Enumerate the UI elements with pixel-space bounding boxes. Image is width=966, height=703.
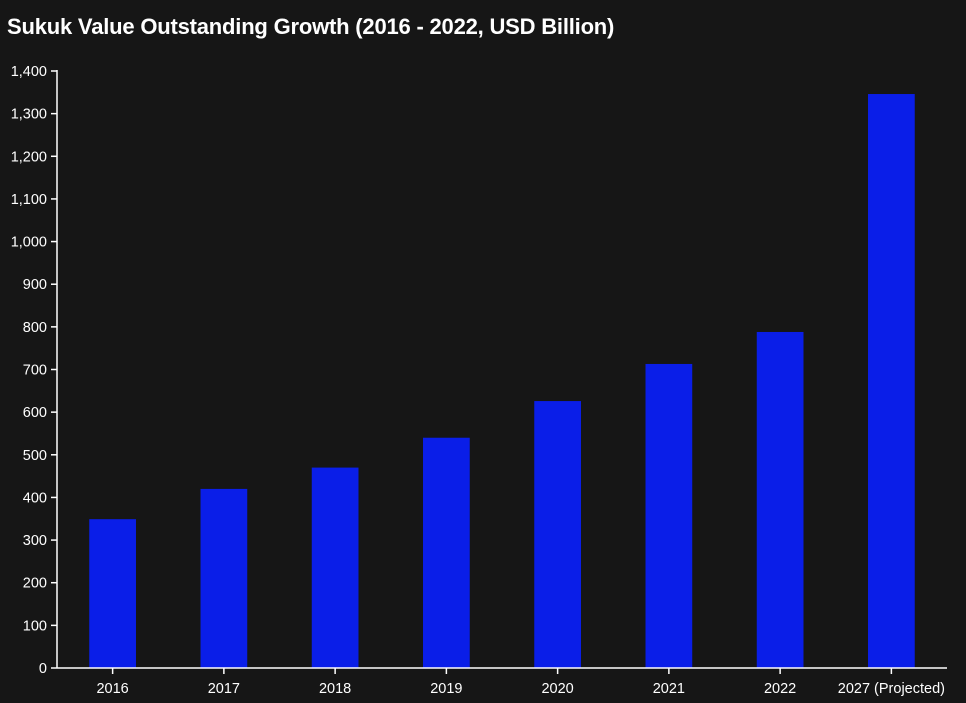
y-tick-label: 500 xyxy=(23,448,47,464)
y-tick-label: 100 xyxy=(23,618,47,634)
bar-2022 xyxy=(756,331,804,668)
x-tick-label: 2016 xyxy=(96,681,128,697)
y-tick-label: 200 xyxy=(23,576,47,592)
bar-2020 xyxy=(534,401,581,668)
y-tick-label: 1,400 xyxy=(11,64,47,80)
y-tick-label: 700 xyxy=(23,363,47,379)
x-tick-label: 2017 xyxy=(208,681,240,697)
y-axis: 0 100 200 300 400 500 600 700 800 900 1,000 1,100 1,… xyxy=(11,64,58,677)
y-tick-label: 0 xyxy=(39,661,47,677)
bars-group xyxy=(89,94,915,668)
y-tick-label: 1,200 xyxy=(11,149,47,165)
bar-2027-projected xyxy=(868,94,915,668)
x-tick-label: 2022 xyxy=(764,681,796,697)
y-tick-label: 300 xyxy=(23,533,47,549)
bar-2019 xyxy=(423,437,470,668)
y-tick-label: 900 xyxy=(23,277,47,293)
bar-2016 xyxy=(89,519,136,668)
y-tick-label: 800 xyxy=(23,320,47,336)
x-tick-label: 2021 xyxy=(653,681,685,697)
y-tick-label: 1,100 xyxy=(11,192,47,208)
y-tick-label: 1,000 xyxy=(11,235,47,251)
y-tick-label: 1,300 xyxy=(11,107,47,123)
x-axis: 2016 2017 2018 2019 2020 2021 2022 2027 (Projec… xyxy=(57,667,947,697)
y-tick-label: 600 xyxy=(23,405,47,421)
x-tick-label: 2018 xyxy=(319,681,351,697)
x-tick-label: 2020 xyxy=(541,681,573,697)
bar-2018 xyxy=(311,467,359,668)
y-tick-label: 400 xyxy=(23,490,47,506)
x-tick-label: 2019 xyxy=(430,681,462,697)
chart-title: Sukuk Value Outstanding Growth (2016 - 2… xyxy=(7,14,615,39)
x-tick-label: 2027 (Projected) xyxy=(838,681,945,697)
bar-2021 xyxy=(645,363,693,668)
bar-2017 xyxy=(200,488,248,668)
